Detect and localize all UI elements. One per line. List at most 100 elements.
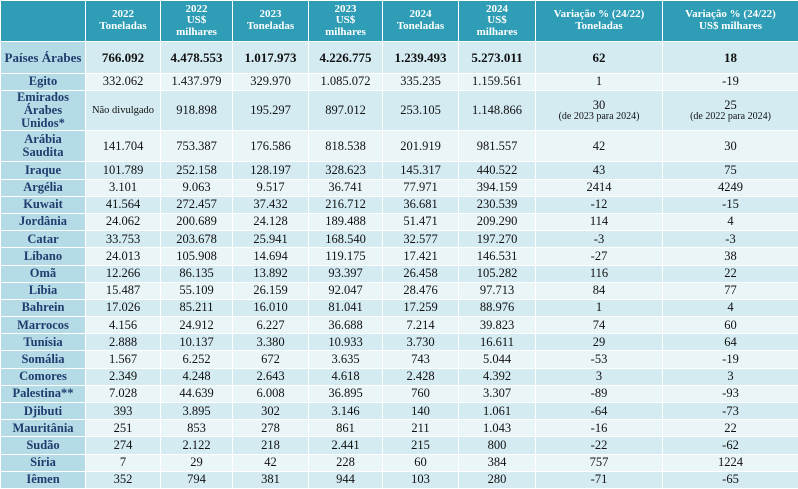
cell: 30(de 2023 para 2024) (536, 91, 663, 131)
cell: 328.623 (309, 162, 383, 179)
cell: 28.476 (383, 282, 459, 299)
cell: 105.282 (459, 265, 536, 282)
cell: 278 (233, 420, 309, 437)
row-label: Síria (1, 454, 86, 471)
cell: 1.061 (459, 403, 536, 420)
cell: 29 (536, 334, 663, 351)
cell: -89 (536, 385, 663, 402)
cell: 672 (233, 351, 309, 368)
cell: 101.789 (86, 162, 161, 179)
cell: 3.307 (459, 385, 536, 402)
cell: 1.159.561 (459, 74, 536, 91)
cell: 4.248 (161, 368, 233, 385)
cell: 335.235 (383, 74, 459, 91)
cell: -64 (536, 403, 663, 420)
cell: 44.639 (161, 385, 233, 402)
cell: 757 (536, 454, 663, 471)
cell: 176.586 (233, 131, 309, 162)
cell: 18 (663, 42, 798, 74)
cell: 1.437.979 (161, 74, 233, 91)
cell: 4.226.775 (309, 42, 383, 74)
cell: 897.012 (309, 91, 383, 131)
cell: 39.823 (459, 317, 536, 334)
cell: 981.557 (459, 131, 536, 162)
row-label: Arábia Saudita (1, 131, 86, 162)
cell: 197.270 (459, 231, 536, 248)
cell: 1 (536, 299, 663, 316)
cell: 7.214 (383, 317, 459, 334)
cell: -62 (663, 437, 798, 454)
row-label: Omã (1, 265, 86, 282)
cell: 37.432 (233, 196, 309, 213)
cell: 332.062 (86, 74, 161, 91)
cell: 4.478.553 (161, 42, 233, 74)
cell: 2.643 (233, 368, 309, 385)
cell: 215 (383, 437, 459, 454)
cell: 794 (161, 471, 233, 488)
row-label: Djibuti (1, 403, 86, 420)
cell: 861 (309, 420, 383, 437)
cell: 116 (536, 265, 663, 282)
cell: 146.531 (459, 248, 536, 265)
cell: 211 (383, 420, 459, 437)
cell: 36.681 (383, 196, 459, 213)
cell-note: (de 2022 para 2024) (665, 112, 796, 123)
cell: 119.175 (309, 248, 383, 265)
cell: 4.392 (459, 368, 536, 385)
cell: 60 (663, 317, 798, 334)
cell: 753.387 (161, 131, 233, 162)
cell: 9.063 (161, 179, 233, 196)
cell: -16 (536, 420, 663, 437)
cell: 3.635 (309, 351, 383, 368)
cell: 93.397 (309, 265, 383, 282)
cell: 2.349 (86, 368, 161, 385)
cell: 81.041 (309, 299, 383, 316)
row-label: Tunísia (1, 334, 86, 351)
cell: 3 (663, 368, 798, 385)
row-label: Mauritânia (1, 420, 86, 437)
cell: -22 (536, 437, 663, 454)
cell: 51.471 (383, 213, 459, 230)
row-label: Argélia (1, 179, 86, 196)
cell: 1.239.493 (383, 42, 459, 74)
cell: 195.297 (233, 91, 309, 131)
cell: 4.156 (86, 317, 161, 334)
cell: 1.043 (459, 420, 536, 437)
cell: 2414 (536, 179, 663, 196)
cell: 280 (459, 471, 536, 488)
row-label: Palestina** (1, 385, 86, 402)
cell: 302 (233, 403, 309, 420)
cell: 10.933 (309, 334, 383, 351)
cell: 1.085.072 (309, 74, 383, 91)
cell: 36.895 (309, 385, 383, 402)
cell: 36.741 (309, 179, 383, 196)
row-label: Egito (1, 74, 86, 91)
cell: 42 (536, 131, 663, 162)
cell: 3.730 (383, 334, 459, 351)
row-label: Marrocos (1, 317, 86, 334)
cell: 766.092 (86, 42, 161, 74)
cell: 203.678 (161, 231, 233, 248)
cell: 77 (663, 282, 798, 299)
cell: Não divulgado (86, 91, 161, 131)
cell: 88.976 (459, 299, 536, 316)
cell: 64 (663, 334, 798, 351)
cell: 2.888 (86, 334, 161, 351)
cell: 272.457 (161, 196, 233, 213)
cell: 43 (536, 162, 663, 179)
header-text: Toneladas (385, 21, 456, 33)
cell: 216.712 (309, 196, 383, 213)
cell: -3 (663, 231, 798, 248)
cell: 4 (663, 213, 798, 230)
